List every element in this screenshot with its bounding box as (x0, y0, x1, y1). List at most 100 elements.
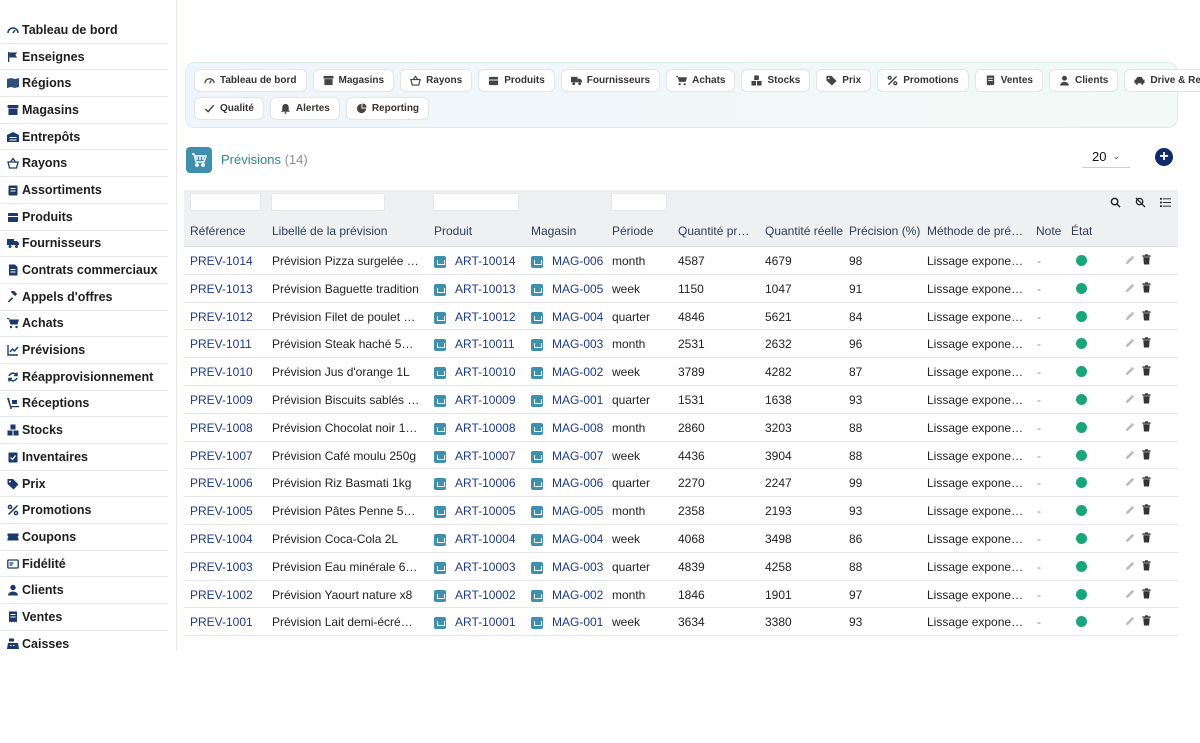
edit-icon[interactable] (1125, 393, 1137, 405)
edit-icon[interactable] (1125, 282, 1137, 294)
sidebar-item-fournisseurs[interactable]: Fournisseurs (0, 231, 168, 258)
filter-input-label[interactable] (271, 193, 385, 211)
product-link[interactable]: ART-10013 (434, 282, 516, 296)
product-link[interactable]: ART-10004 (434, 532, 516, 546)
edit-icon[interactable] (1125, 310, 1137, 322)
product-link[interactable]: ART-10005 (434, 504, 516, 519)
filter-input-period[interactable] (611, 193, 667, 211)
store-link[interactable]: MAG-005 (531, 504, 603, 519)
trash-icon[interactable] (1141, 421, 1153, 433)
nav-button-fournisseurs[interactable]: Fournisseurs (560, 69, 661, 92)
store-link[interactable]: MAG-004 (531, 532, 603, 546)
edit-icon[interactable] (1125, 560, 1137, 572)
table-row[interactable]: PREV-1002 Prévision Yaourt nature x8 ART-1… (184, 581, 1178, 609)
trash-icon[interactable] (1141, 532, 1153, 544)
sidebar-item-clients[interactable]: Clients (0, 577, 168, 605)
columns-list-icon[interactable] (1158, 195, 1172, 209)
product-link[interactable]: ART-10012 (434, 310, 516, 324)
reference-link[interactable]: PREV-1013 (190, 281, 253, 296)
column-header-predicted-qty[interactable]: Quantité pré… (678, 224, 752, 238)
sidebar-item-receptions[interactable]: Réceptions (0, 391, 168, 418)
product-link[interactable]: ART-10008 (434, 421, 516, 435)
edit-icon[interactable] (1125, 254, 1137, 266)
product-link[interactable]: ART-10009 (434, 393, 516, 407)
store-link[interactable]: MAG-001 (531, 393, 603, 407)
column-header-state[interactable]: État (1071, 224, 1093, 238)
store-link[interactable]: MAG-001 (531, 615, 603, 630)
sidebar-item-reapprovisionnement[interactable]: Réapprovisionnement (0, 364, 168, 391)
reference-link[interactable]: PREV-1001 (190, 615, 253, 630)
table-row[interactable]: PREV-1007 Prévision Café moulu 250g ART-10… (184, 442, 1178, 470)
sidebar-item-appels-d-offres[interactable]: Appels d'offres (0, 284, 168, 311)
product-link[interactable]: ART-10011 (434, 337, 515, 352)
store-link[interactable]: MAG-002 (531, 588, 603, 602)
add-button[interactable]: + (1155, 148, 1173, 166)
store-link[interactable]: MAG-003 (531, 560, 603, 574)
sidebar-item-assortiments[interactable]: Assortiments (0, 177, 168, 204)
search-icon[interactable] (1108, 195, 1122, 209)
filter-input-reference[interactable] (190, 193, 261, 211)
sidebar-item-magasins[interactable]: Magasins (0, 97, 168, 124)
table-row[interactable]: PREV-1001 Prévision Lait demi-écrémé 1L AR… (184, 608, 1178, 637)
edit-icon[interactable] (1125, 532, 1137, 544)
nav-button-clients[interactable]: Clients (1049, 69, 1119, 92)
column-header-store[interactable]: Magasin (531, 224, 577, 238)
nav-button-rayons[interactable]: Rayons (400, 69, 473, 92)
sidebar-item-enseignes[interactable]: Enseignes (0, 44, 168, 71)
sidebar-item-caisses[interactable]: Caisses (0, 631, 168, 651)
store-link[interactable]: MAG-006 (531, 476, 603, 491)
nav-button-magasins[interactable]: Magasins (312, 69, 395, 92)
trash-icon[interactable] (1141, 282, 1153, 294)
column-header-product[interactable]: Produit (434, 224, 473, 238)
trash-icon[interactable] (1141, 476, 1153, 488)
store-link[interactable]: MAG-004 (531, 310, 603, 324)
table-row[interactable]: PREV-1006 Prévision Riz Basmati 1kg ART-10… (184, 469, 1178, 498)
store-link[interactable]: MAG-008 (531, 421, 603, 435)
trash-icon[interactable] (1141, 615, 1153, 627)
reference-link[interactable]: PREV-1011 (190, 337, 252, 352)
table-row[interactable]: PREV-1011 Prévision Steak haché 5%x2 ART-1… (184, 330, 1178, 359)
sidebar-item-prix[interactable]: Prix (0, 471, 168, 498)
product-link[interactable]: ART-10002 (434, 588, 516, 602)
edit-icon[interactable] (1125, 615, 1137, 627)
nav-button-prix[interactable]: Prix (816, 69, 872, 92)
reference-link[interactable]: PREV-1014 (190, 254, 253, 268)
nav-button-alertes[interactable]: Alertes (269, 97, 340, 120)
nav-button-drive-retrait[interactable]: Drive & Retrait (1124, 69, 1200, 92)
trash-icon[interactable] (1141, 393, 1153, 405)
sidebar-item-entrepots[interactable]: Entrepôts (0, 124, 168, 151)
product-link[interactable]: ART-10006 (434, 476, 516, 491)
sidebar-item-contrats-commerciaux[interactable]: Contrats commerciaux (0, 257, 168, 284)
nav-button-produits[interactable]: Produits (478, 69, 555, 92)
sidebar-item-fidelite[interactable]: Fidélité (0, 551, 168, 578)
filter-input-product[interactable] (433, 193, 519, 211)
product-link[interactable]: ART-10010 (434, 365, 516, 380)
edit-icon[interactable] (1125, 421, 1137, 433)
edit-icon[interactable] (1125, 337, 1137, 349)
sidebar-item-ventes[interactable]: Ventes (0, 604, 168, 631)
table-row[interactable]: PREV-1004 Prévision Coca-Cola 2L ART-10004… (184, 525, 1178, 553)
reference-link[interactable]: PREV-1006 (190, 476, 253, 491)
product-link[interactable]: ART-10007 (434, 449, 516, 463)
edit-icon[interactable] (1125, 588, 1137, 600)
reference-link[interactable]: PREV-1008 (190, 420, 253, 435)
table-row[interactable]: PREV-1005 Prévision Pâtes Penne 500g ART-1… (184, 497, 1178, 525)
sidebar-item-achats[interactable]: Achats (0, 311, 168, 338)
column-header-real-qty[interactable]: Quantité réelle (765, 224, 844, 238)
product-link[interactable]: ART-10014 (434, 254, 516, 268)
column-header-method[interactable]: Méthode de prévi… (927, 224, 1025, 238)
trash-icon[interactable] (1141, 504, 1153, 516)
sidebar-item-regions[interactable]: Régions (0, 70, 168, 98)
store-link[interactable]: MAG-005 (531, 282, 603, 296)
sidebar-item-previsions[interactable]: Prévisions (0, 337, 168, 364)
nav-button-stocks[interactable]: Stocks (741, 69, 811, 92)
edit-icon[interactable] (1125, 504, 1137, 516)
nav-button-achats[interactable]: Achats (666, 69, 736, 92)
table-row[interactable]: PREV-1003 Prévision Eau minérale 6x1.5L AR… (184, 553, 1178, 581)
trash-icon[interactable] (1141, 587, 1153, 600)
sidebar-item-rayons[interactable]: Rayons (0, 150, 168, 178)
table-row[interactable]: PREV-1012 Prévision Filet de poulet 1kg AR… (184, 303, 1178, 331)
reference-link[interactable]: PREV-1004 (190, 531, 253, 546)
reference-link[interactable]: PREV-1002 (190, 587, 253, 602)
column-header-reference[interactable]: Référence (190, 224, 246, 238)
